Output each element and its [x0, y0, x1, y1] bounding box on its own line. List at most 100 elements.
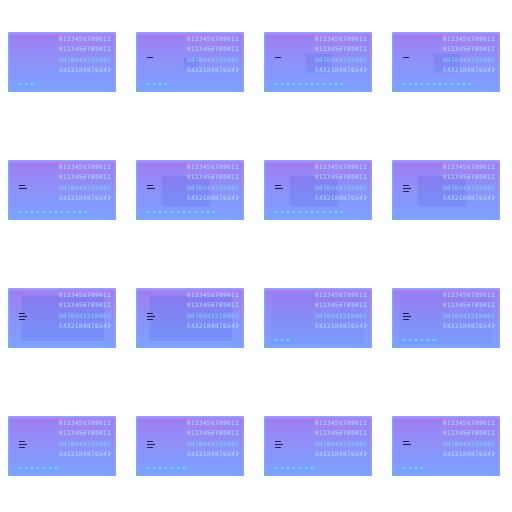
marker-tick	[147, 313, 153, 314]
thumbnail-frame[interactable]: 0123456789012 0123456789012 9876543210987 5…	[392, 288, 500, 348]
inner-panel	[399, 293, 493, 345]
digit-line: 5432109876543	[58, 67, 111, 74]
digit-line: 9876543210987	[314, 441, 367, 448]
digit-line: 0123456789012	[58, 420, 111, 427]
digit-line: 9876543210987	[314, 185, 367, 192]
digit-line: 0123456789012	[442, 292, 495, 299]
thumbnail-frame[interactable]: 0123456789012 0123456789012 9876543210987 5…	[392, 32, 500, 92]
inner-panel	[433, 53, 461, 73]
thumbnail-frame[interactable]: 0123456789012 0123456789012 9876543210987 5…	[136, 288, 244, 348]
thumbnail-frame[interactable]: 0123456789012 0123456789012 9876543210987 5…	[264, 160, 372, 220]
digit-line: 5432109876543	[442, 323, 495, 330]
marker-tick	[19, 319, 25, 320]
digit-line: 0123456789012	[314, 292, 367, 299]
digit-line: 0123456789012	[58, 430, 111, 437]
digit-line: 9876543210987	[442, 185, 495, 192]
thumbnail-frame[interactable]: 0123456789012 0123456789012 9876543210987 5…	[8, 416, 116, 476]
digit-line: 9876543210987	[58, 313, 111, 320]
dot-row	[401, 83, 473, 85]
digit-line: 0123456789012	[314, 164, 367, 171]
digit-line: 5432109876543	[314, 451, 367, 458]
digit-line: 9876543210987	[314, 313, 367, 320]
digit-line: 5432109876543	[442, 451, 495, 458]
inner-panel	[149, 295, 233, 341]
thumbnail-frame[interactable]: 0123456789012 0123456789012 9876543210987 5…	[136, 160, 244, 220]
thumbnail-frame[interactable]: 0123456789012 0123456789012 9876543210987 5…	[136, 416, 244, 476]
digit-line: 9876543210987	[186, 313, 239, 320]
marker-tick	[403, 319, 409, 320]
dot-row	[145, 83, 169, 85]
dot-row	[401, 467, 425, 469]
marker-tick	[275, 444, 283, 445]
dot-row	[273, 467, 315, 469]
digit-line: 9876543210987	[186, 185, 239, 192]
digit-line: 0123456789012	[186, 430, 239, 437]
digit-line: 0123456789012	[186, 36, 239, 43]
dot-row	[17, 211, 89, 213]
digit-line: 0123456789012	[186, 174, 239, 181]
digit-line: 0123456789012	[58, 302, 111, 309]
thumbnail-frame[interactable]: 0123456789012 0123456789012 9876543210987 5…	[8, 160, 116, 220]
thumbnail-frame[interactable]: 0123456789012 0123456789012 9876543210987 5…	[264, 416, 372, 476]
marker-tick	[275, 185, 281, 186]
inner-panel	[183, 57, 199, 69]
marker-tick	[19, 447, 25, 448]
digit-line: 9876543210987	[58, 185, 111, 192]
dot-row	[273, 339, 291, 341]
thumbnail-frame[interactable]: 0123456789012 0123456789012 9876543210987 5…	[8, 32, 116, 92]
thumbnail-frame[interactable]: 0123456789012 0123456789012 9876543210987 5…	[392, 416, 500, 476]
digit-line: 9876543210987	[442, 313, 495, 320]
digit-line: 0123456789012	[186, 292, 239, 299]
marker-tick	[403, 57, 409, 58]
marker-tick	[403, 441, 409, 442]
inner-panel	[305, 53, 333, 73]
marker-tick	[147, 316, 155, 317]
inner-panel	[161, 175, 211, 207]
thumbnail-frame[interactable]: 0123456789012 0123456789012 9876543210987 5…	[264, 32, 372, 92]
digit-line: 0123456789012	[58, 46, 111, 53]
marker-tick	[19, 316, 27, 317]
marker-tick	[19, 185, 25, 186]
digit-line: 0123456789012	[58, 292, 111, 299]
digit-line: 0123456789012	[186, 164, 239, 171]
thumbnail-frame[interactable]: 0123456789012 0123456789012 9876543210987 5…	[264, 288, 372, 348]
digit-line: 0123456789012	[314, 420, 367, 427]
digit-line: 5432109876543	[186, 451, 239, 458]
marker-tick	[403, 313, 409, 314]
digit-line: 9876543210987	[58, 57, 111, 64]
digit-line: 0123456789012	[58, 174, 111, 181]
dot-row	[273, 211, 345, 213]
digit-line: 5432109876543	[186, 323, 239, 330]
digit-line: 0123456789012	[186, 302, 239, 309]
digit-line: 0123456789012	[314, 46, 367, 53]
digit-line: 0123456789012	[314, 36, 367, 43]
thumbnail-frame[interactable]: 0123456789012 0123456789012 9876543210987 5…	[8, 288, 116, 348]
digit-line: 5432109876543	[314, 67, 367, 74]
marker-tick	[403, 191, 409, 192]
marker-tick	[403, 185, 409, 186]
marker-tick	[147, 441, 153, 442]
digit-line: 5432109876543	[58, 195, 111, 202]
digit-line: 0123456789012	[442, 420, 495, 427]
dot-row	[401, 339, 437, 341]
digit-line: 5432109876543	[442, 67, 495, 74]
thumbnail-frame[interactable]: 0123456789012 0123456789012 9876543210987 5…	[136, 32, 244, 92]
marker-tick	[147, 447, 153, 448]
inner-panel	[21, 295, 105, 341]
dot-row	[17, 467, 59, 469]
digit-line: 0123456789012	[442, 302, 495, 309]
marker-tick	[19, 441, 25, 442]
digit-line: 9876543210987	[442, 57, 495, 64]
marker-tick	[19, 188, 27, 189]
dot-row	[17, 83, 35, 85]
thumbnail-frame[interactable]: 0123456789012 0123456789012 9876543210987 5…	[392, 160, 500, 220]
digit-line: 9876543210987	[314, 57, 367, 64]
marker-tick	[275, 188, 283, 189]
marker-tick	[403, 444, 411, 445]
marker-tick	[19, 444, 27, 445]
digit-line: 5432109876543	[58, 323, 111, 330]
marker-tick	[403, 316, 411, 317]
digit-line: 9876543210987	[442, 441, 495, 448]
digit-line: 0123456789012	[186, 420, 239, 427]
